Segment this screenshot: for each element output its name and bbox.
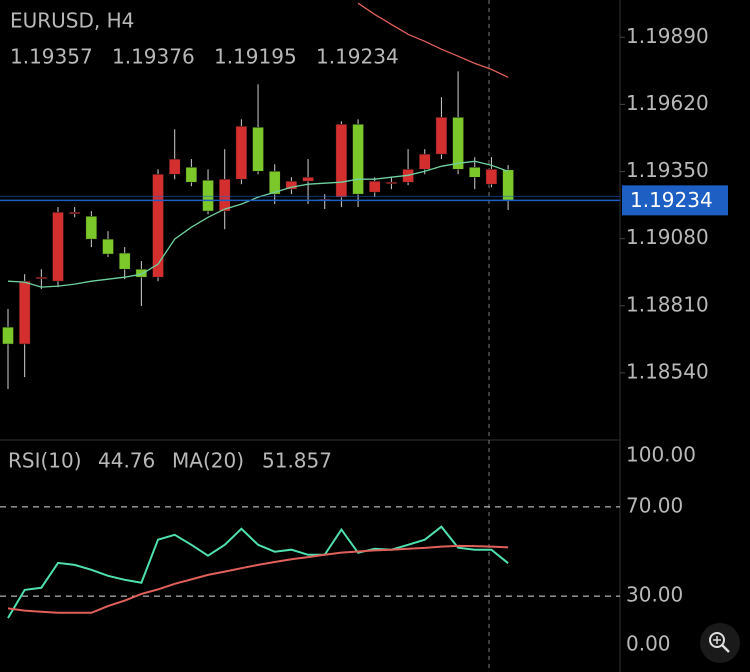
zoom-button[interactable] (700, 623, 740, 663)
candle-body (368, 180, 381, 193)
candle-body (2, 326, 14, 345)
candle-body (35, 276, 48, 279)
candle-body (419, 153, 431, 170)
candle-body (252, 127, 264, 172)
rsi-name: RSI(10) (8, 449, 82, 473)
candle-body (52, 212, 64, 282)
candle-body (485, 169, 498, 185)
y-tick-label: 30.00 (626, 583, 683, 607)
candle-body (185, 167, 198, 183)
indicator-line (7, 525, 509, 619)
candle-body (285, 180, 298, 190)
y-tick-label: 1.19080 (626, 225, 709, 249)
open-value: 1.19357 (10, 45, 93, 69)
chart-layer: 1.19890 1.19620 1.19350 1.19080 1.18810 1.185… (0, 2, 728, 656)
candle-body (85, 216, 98, 240)
moving-average (357, 2, 509, 78)
candle-body (502, 169, 514, 201)
y-tick-label: 1.19620 (626, 91, 709, 115)
rsi-value: 44.76 (98, 449, 155, 473)
high-value: 1.19376 (112, 45, 195, 69)
moving-average (7, 160, 509, 288)
candle-body (435, 117, 448, 155)
zoom-icon-handle (721, 644, 730, 653)
y-tick-label: 100.00 (626, 443, 696, 467)
candle-body (118, 252, 131, 270)
last-price-label: 1.19234 (630, 188, 713, 212)
candle-body (352, 124, 364, 195)
y-tick-label: 1.19350 (626, 158, 709, 182)
candle-body (218, 178, 231, 212)
candle-body (68, 212, 81, 215)
candle-body (452, 117, 464, 170)
candle-body (135, 268, 148, 278)
candle-body (335, 124, 348, 198)
indicator-line (7, 544, 509, 614)
close-value: 1.19234 (316, 45, 399, 69)
symbol-title: EURUSD, H4 (10, 9, 134, 33)
y-tick-label: 1.18540 (626, 359, 709, 383)
candle-body (168, 158, 181, 175)
zoom-button-bg[interactable] (700, 623, 740, 663)
y-tick-label: 0.00 (626, 632, 671, 656)
candle-body (202, 179, 214, 212)
ma-name: MA(20) (172, 449, 244, 473)
candle-body (268, 171, 281, 195)
low-value: 1.19195 (214, 45, 297, 69)
rsi-header: RSI(10) 44.76 MA(20) 51.857 (8, 449, 332, 473)
candle-body (302, 176, 314, 182)
candle-body (102, 238, 114, 255)
candle-body (18, 280, 31, 345)
zoom-icon (709, 632, 725, 648)
last-price-box (622, 185, 728, 216)
y-tick-label: 70.00 (626, 493, 683, 517)
candle-body (385, 181, 398, 184)
candle-body (469, 167, 481, 178)
ohlc-header: 1.19357 1.19376 1.19195 1.19234 (10, 45, 399, 69)
ma-value: 51.857 (262, 449, 332, 473)
candle-body (152, 174, 164, 278)
candle-body (235, 126, 248, 180)
y-tick-label: 1.18810 (626, 292, 709, 316)
y-tick-label: 1.19890 (626, 24, 709, 48)
